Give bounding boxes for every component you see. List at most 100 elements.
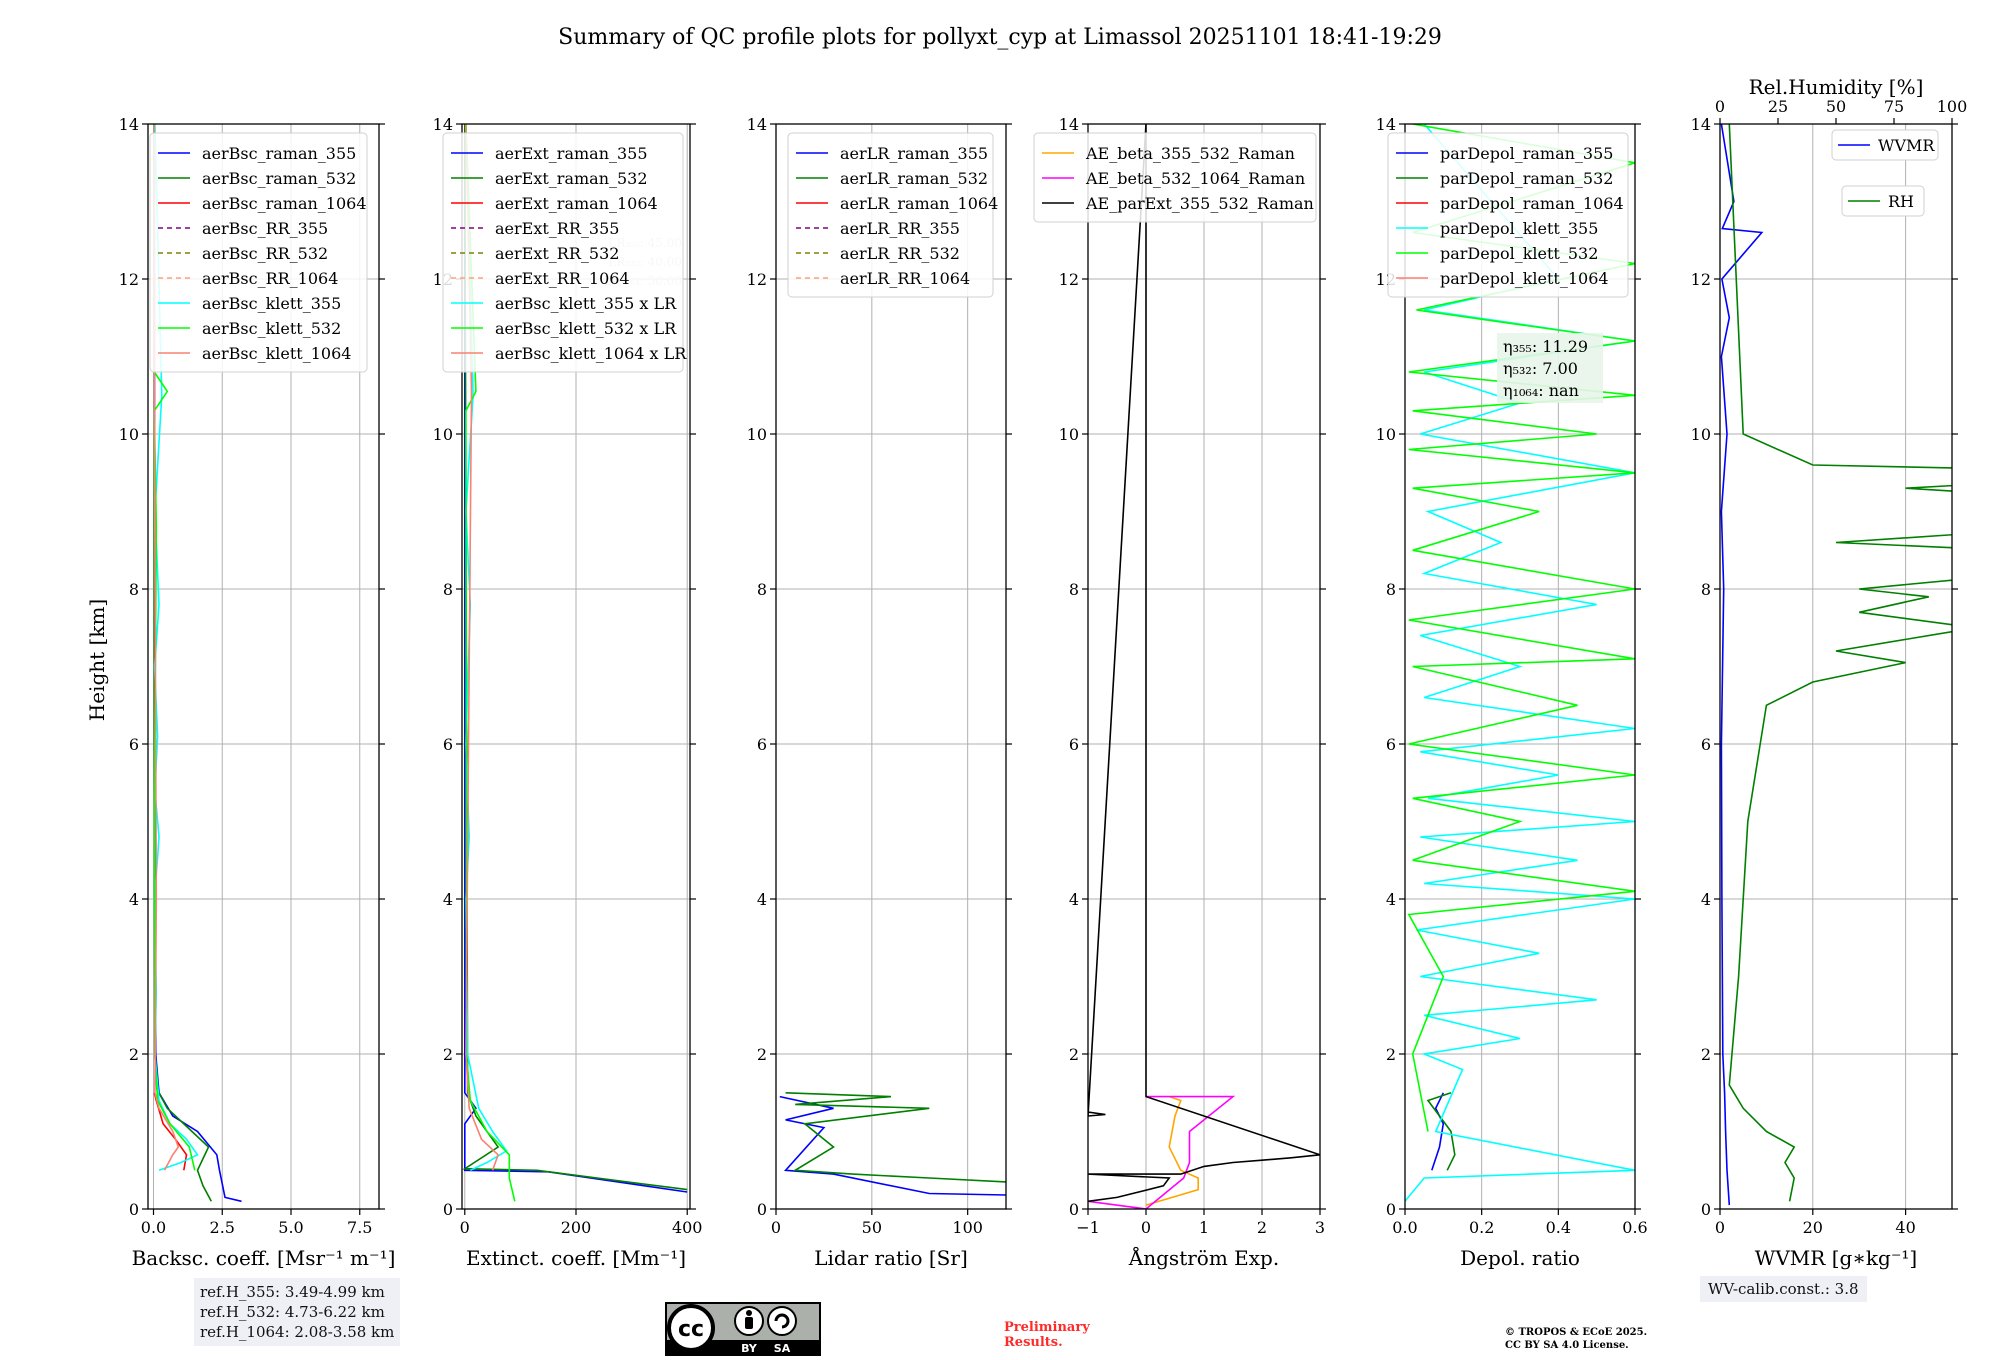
y-tick-label: 2	[1069, 1045, 1079, 1064]
series-group	[462, 124, 688, 1202]
x-axis-label: Backsc. coeff. [Msr⁻¹ m⁻¹]	[132, 1246, 396, 1270]
x2-tick-label: 0	[1715, 97, 1725, 116]
y-tick-label: 14	[433, 115, 453, 134]
preliminary-line-2: Results.	[1004, 1335, 1063, 1350]
reference-height-box: ref.H_355: 3.49-4.99 km ref.H_532: 4.73-…	[194, 1278, 401, 1346]
y-tick-label: 14	[119, 115, 139, 134]
legend-label: aerBsc_raman_532	[202, 169, 356, 188]
legend-label: aerLR_raman_532	[840, 169, 988, 188]
y-tick-label: 8	[1701, 580, 1711, 599]
plot-frame	[1404, 123, 1636, 1210]
y-axis-label: Height [km]	[85, 599, 109, 721]
legend-label: AE_beta_532_1064_Raman	[1085, 169, 1305, 188]
y-tick-label: 10	[1691, 425, 1711, 444]
x2-tick-label: 50	[1826, 97, 1846, 116]
legend: parDepol_raman_355 parDepol_raman_532 parD…	[1387, 132, 1629, 298]
x-tick-label: 100	[952, 1218, 983, 1237]
y-tick-label: 6	[443, 735, 453, 754]
x-axis-label: Ångström Exp.	[1128, 1245, 1279, 1270]
x-axis-label: WVMR [g∗kg⁻¹]	[1755, 1246, 1917, 1270]
y-tick-label: 0	[1701, 1200, 1711, 1219]
y-tick-label: 12	[119, 270, 139, 289]
cc-sa-label: SA	[774, 1342, 791, 1355]
legend-label: aerLR_RR_355	[840, 219, 960, 238]
plot-frame	[1719, 123, 1953, 1210]
series-group	[1088, 124, 1320, 1209]
series-ae-parext-355-532-raman	[1088, 124, 1320, 1203]
legend-label: aerExt_RR_355	[495, 219, 619, 238]
y-tick-label: 2	[1701, 1045, 1711, 1064]
x-tick-label: 0	[1715, 1218, 1725, 1237]
legend-label: parDepol_raman_532	[1440, 169, 1613, 188]
series-pardepol-raman-355	[1431, 1092, 1445, 1171]
legend-label: aerExt_raman_1064	[495, 194, 658, 213]
legend-box	[1831, 129, 1939, 161]
y-tick-label: 4	[129, 890, 139, 909]
y-tick-label: 10	[1059, 425, 1079, 444]
legend: AE_beta_355_532_Raman AE_beta_532_1064_Ra…	[1033, 132, 1317, 223]
ref-height-1064: ref.H_1064: 2.08-3.58 km	[200, 1323, 395, 1341]
legend-label: aerExt_raman_355	[495, 144, 648, 163]
legend-label: aerExt_raman_532	[495, 169, 648, 188]
x-tick-label: 20	[1803, 1218, 1823, 1237]
y-tick-label: 4	[1069, 890, 1079, 909]
y-tick-label: 4	[1386, 890, 1396, 909]
y-tick-label: 4	[757, 890, 767, 909]
preliminary-line-1: Preliminary	[1004, 1320, 1090, 1335]
y-tick-label: 14	[1376, 115, 1396, 134]
series-ae-beta-355-532-raman	[1145, 1095, 1199, 1206]
x-tick-label: 3	[1315, 1218, 1325, 1237]
ref-height-532: ref.H_532: 4.73-6.22 km	[200, 1303, 385, 1321]
legend-label: parDepol_raman_355	[1440, 144, 1613, 163]
y-tick-label: 12	[1691, 270, 1711, 289]
x-tick-label: −1	[1076, 1218, 1100, 1237]
legend-label: aerBsc_klett_1064	[202, 344, 351, 363]
x-tick-label: 2	[1257, 1218, 1267, 1237]
y-tick-label: 14	[1691, 115, 1711, 134]
copyright-line-1: © TROPOS & ECoE 2025.	[1505, 1327, 1648, 1338]
x-tick-label: 50	[862, 1218, 882, 1237]
legend-label: aerBsc_klett_532 x LR	[495, 319, 677, 338]
panel-2: 024681012140200400Extinct. coeff. [Mm⁻¹]…	[433, 115, 703, 1270]
y-tick-label: 0	[1386, 1200, 1396, 1219]
legend-box	[442, 132, 684, 373]
y-tick-label: 0	[129, 1200, 139, 1219]
legend-label: aerLR_RR_532	[840, 244, 960, 263]
y-tick-label: 2	[443, 1045, 453, 1064]
series-wvmr	[1720, 124, 1764, 1206]
y-tick-label: 2	[757, 1045, 767, 1064]
y-tick-label: 4	[443, 890, 453, 909]
x-tick-label: 5.0	[278, 1218, 303, 1237]
x-tick-label: 40	[1895, 1218, 1915, 1237]
series-aerbsc-klett-532-x-lr	[465, 124, 516, 1202]
panel-3: 0 2 4 6 8 10 12 14 0 50 100 Lidar ratio [Sr] aerLR_r…	[747, 115, 1012, 1270]
x-tick-label: 0	[1141, 1218, 1151, 1237]
y-tick-label: 14	[1059, 115, 1079, 134]
cc-icon	[667, 1304, 715, 1352]
x-tick-label: 0.0	[1392, 1218, 1417, 1237]
y-tick-label: 8	[443, 580, 453, 599]
y-tick-label: 10	[1376, 425, 1396, 444]
legend-label: parDepol_raman_1064	[1440, 194, 1624, 213]
plot-frame	[147, 123, 380, 1210]
figure-title: Summary of QC profile plots for pollyxt_…	[558, 25, 1442, 50]
x2-axis-label: Rel.Humidity [%]	[1749, 75, 1924, 99]
y-tick-label: 14	[747, 115, 767, 134]
x-tick-label: 200	[561, 1218, 592, 1237]
panel-1: 0 2 4 6 8 10 12 14 0.0 2.5 5.0 7.5 Backsc. coeff. [M…	[119, 115, 396, 1270]
legend-box	[787, 132, 994, 298]
y-tick-label: 8	[129, 580, 139, 599]
legend-label: aerLR_raman_1064	[840, 194, 998, 213]
x2-tick-label: 100	[1937, 97, 1968, 116]
svg-text:cc: cc	[678, 1317, 704, 1342]
y-tick-label: 6	[129, 735, 139, 754]
legend-rh: RH	[1841, 185, 1925, 217]
y-tick-label: 0	[757, 1200, 767, 1219]
eta-note-box	[1497, 333, 1603, 403]
y-tick-label: 6	[1701, 735, 1711, 754]
x-tick-label: 0	[460, 1218, 470, 1237]
